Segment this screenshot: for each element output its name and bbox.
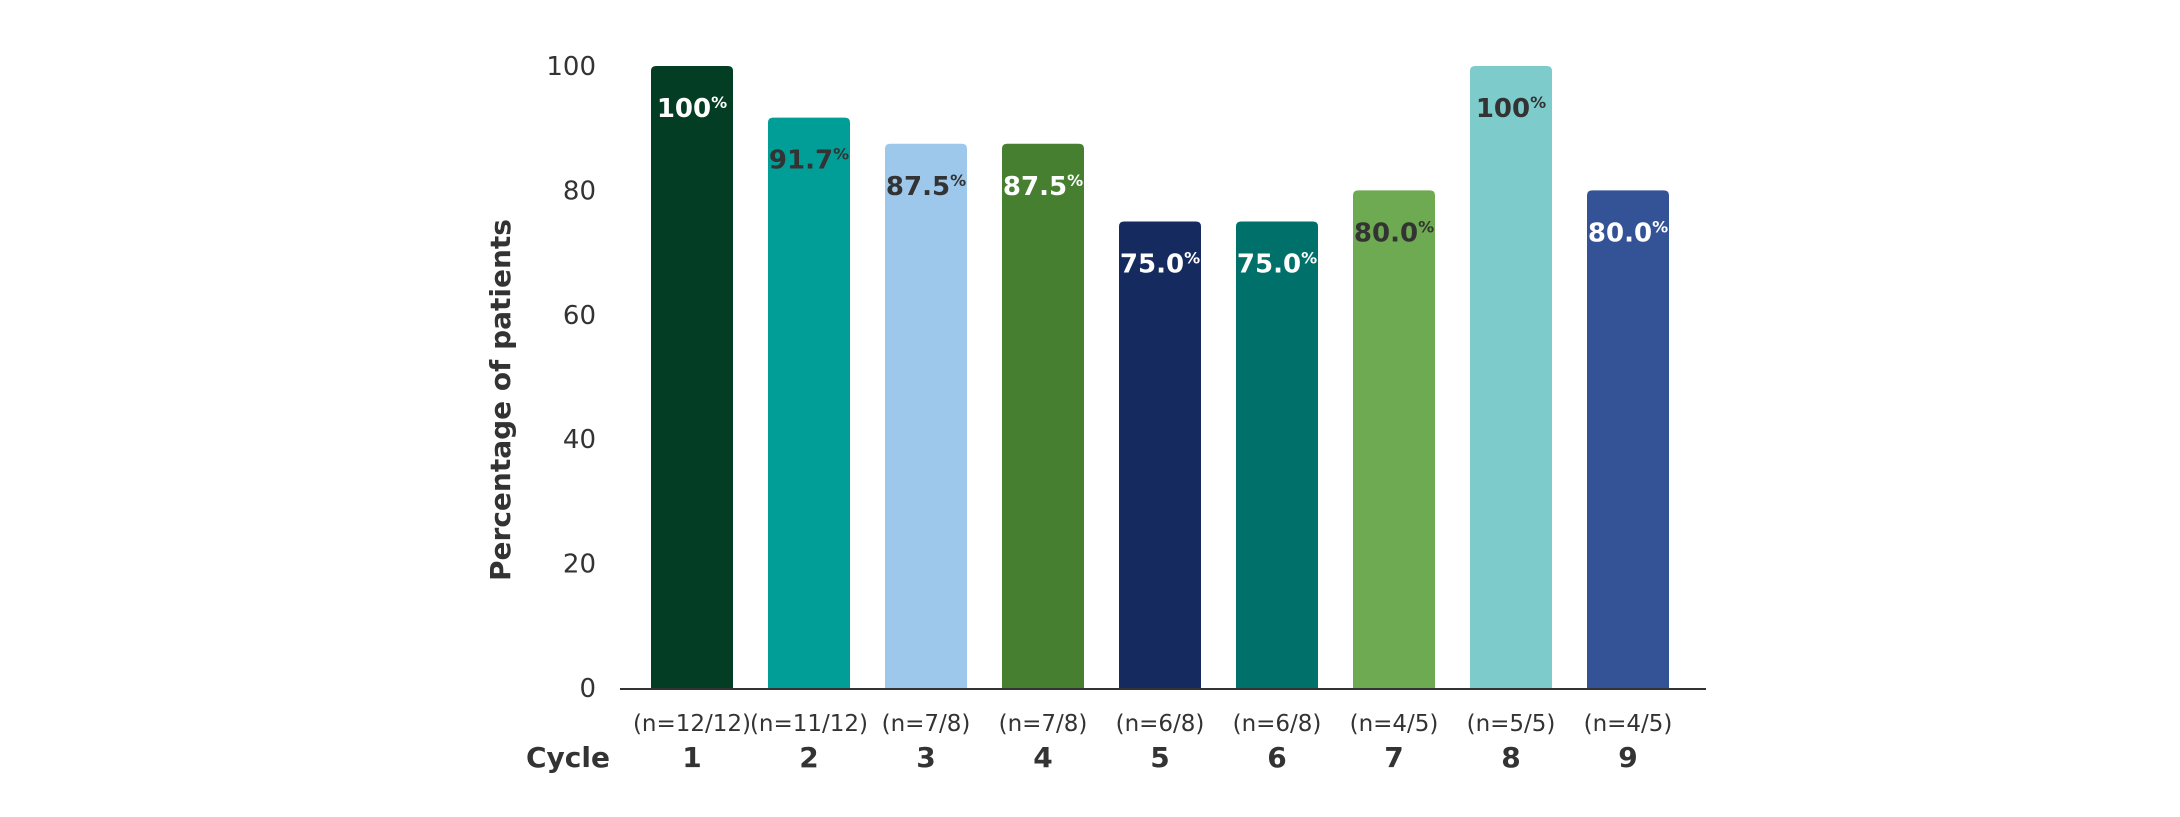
bar-value-label: 100%: [1476, 93, 1546, 124]
y-tick-label: 80: [563, 176, 596, 206]
bar-value-label: 75.0%: [1120, 249, 1200, 280]
x-tick-label: 3: [916, 741, 935, 774]
bar: [1587, 190, 1669, 688]
x-tick-label: 6: [1267, 741, 1286, 774]
bar-count-label: (n=6/8): [1116, 711, 1205, 737]
bar-value-label: 80.0%: [1354, 217, 1434, 248]
bar: [1353, 190, 1435, 688]
bar-count-label: (n=11/12): [750, 711, 868, 737]
y-axis-label: Percentage of patients: [484, 219, 517, 581]
bar-count-label: (n=12/12): [633, 711, 751, 737]
bar: [1119, 221, 1201, 688]
x-tick-label: 4: [1033, 741, 1052, 774]
bar-count-label: (n=5/5): [1467, 711, 1556, 737]
bar-count-label: (n=4/5): [1584, 711, 1673, 737]
x-axis-label: Cycle: [526, 741, 610, 774]
bar-count-label: (n=7/8): [999, 711, 1088, 737]
bar-value-label: 87.5%: [886, 171, 966, 202]
bar: [885, 143, 967, 688]
bar: [651, 66, 733, 688]
x-tick-label: 9: [1618, 741, 1637, 774]
bar-value-label: 100%: [657, 93, 727, 124]
y-tick-label: 100: [546, 52, 596, 82]
bar: [1002, 143, 1084, 688]
bars: 100% 91.7% 87.5% 87.5% 75.0% 75.0% 80.0% 100% 80…: [651, 66, 1669, 689]
bar: [1470, 66, 1552, 688]
x-axis-labels: (n=12/12) 1 (n=11/12) 2 (n=7/8) 3 (n=7/8) 4 (n=6…: [633, 711, 1672, 774]
bar-value-label: 91.7%: [769, 145, 849, 176]
bar-count-label: (n=6/8): [1233, 711, 1322, 737]
y-axis-ticks: 0 20 40 60 80 100: [546, 52, 596, 704]
bar-count-label: (n=7/8): [882, 711, 971, 737]
y-tick-label: 60: [563, 301, 596, 331]
x-tick-label: 5: [1150, 741, 1169, 774]
y-tick-label: 0: [579, 674, 596, 704]
bar: [1236, 221, 1318, 688]
bar-value-label: 87.5%: [1003, 171, 1083, 202]
bar-value-label: 75.0%: [1237, 249, 1317, 280]
bar-value-label: 80.0%: [1588, 217, 1668, 248]
y-tick-label: 40: [563, 425, 596, 455]
x-tick-label: 1: [682, 741, 701, 774]
bar-count-label: (n=4/5): [1350, 711, 1439, 737]
bar: [768, 117, 850, 689]
y-tick-label: 20: [563, 550, 596, 580]
x-tick-label: 8: [1501, 741, 1520, 774]
x-tick-label: 2: [799, 741, 818, 774]
x-tick-label: 7: [1384, 741, 1403, 774]
